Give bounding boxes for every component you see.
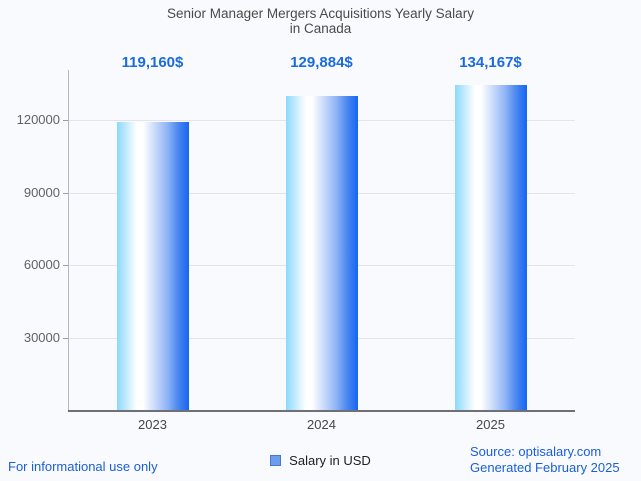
generated-date: Generated February 2025 — [470, 460, 620, 475]
chart-title-line1: Senior Manager Mergers Acquisitions Year… — [167, 6, 474, 21]
source-attribution: Source: optisalary.com Generated Februar… — [470, 444, 620, 476]
x-axis-label-2023: 2023 — [138, 417, 167, 432]
x-axis-label-2025: 2025 — [476, 417, 505, 432]
x-axis-line — [68, 410, 575, 412]
bar-2024[interactable] — [285, 95, 358, 411]
value-label-2025: 134,167$ — [459, 54, 522, 71]
ytick-mark — [63, 338, 68, 340]
disclaimer-text: For informational use only — [8, 459, 158, 474]
y-axis-line — [68, 70, 69, 411]
value-label-2024: 129,884$ — [290, 54, 353, 71]
chart-title: Senior Manager Mergers Acquisitions Year… — [0, 6, 641, 36]
y-axis-label: 90000 — [23, 184, 60, 200]
ytick-mark — [63, 192, 68, 194]
chart-title-line2: in Canada — [289, 21, 352, 36]
bar-2025[interactable] — [454, 85, 527, 411]
value-label-2023: 119,160$ — [121, 54, 184, 71]
y-axis-label: 120000 — [16, 111, 60, 127]
source-link[interactable]: Source: optisalary.com — [470, 444, 602, 459]
bar-2023[interactable] — [116, 121, 189, 411]
x-axis-label-2024: 2024 — [307, 417, 336, 432]
legend: Salary in USD — [0, 453, 641, 468]
y-axis-label: 60000 — [23, 257, 60, 273]
ytick-mark — [63, 119, 68, 121]
ytick-mark — [63, 265, 68, 267]
y-axis-label: 30000 — [23, 330, 60, 346]
legend-label: Salary in USD — [289, 453, 371, 468]
legend-swatch-icon — [270, 455, 282, 466]
